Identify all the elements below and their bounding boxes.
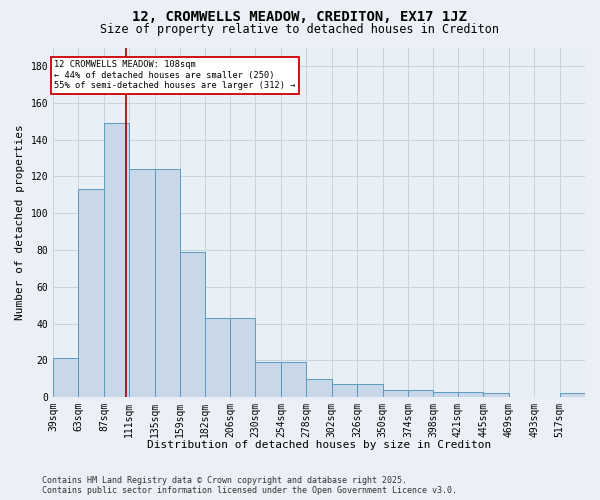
Bar [130, 169, 155, 397]
Bar [332, 384, 357, 397]
Bar [357, 384, 383, 397]
Bar [205, 318, 230, 397]
Text: 12, CROMWELLS MEADOW, CREDITON, EX17 1JZ: 12, CROMWELLS MEADOW, CREDITON, EX17 1JZ [133, 10, 467, 24]
Bar [408, 390, 433, 397]
Bar [458, 392, 483, 397]
Bar [560, 394, 585, 397]
Bar [256, 362, 281, 397]
Bar [307, 378, 332, 397]
Text: 12 CROMWELLS MEADOW: 108sqm
← 44% of detached houses are smaller (250)
55% of se: 12 CROMWELLS MEADOW: 108sqm ← 44% of det… [54, 60, 296, 90]
Text: Size of property relative to detached houses in Crediton: Size of property relative to detached ho… [101, 22, 499, 36]
Bar [483, 394, 509, 397]
X-axis label: Distribution of detached houses by size in Crediton: Distribution of detached houses by size … [147, 440, 491, 450]
Bar [180, 252, 205, 397]
Y-axis label: Number of detached properties: Number of detached properties [15, 124, 25, 320]
Text: Contains HM Land Registry data © Crown copyright and database right 2025.
Contai: Contains HM Land Registry data © Crown c… [42, 476, 457, 495]
Bar [433, 392, 458, 397]
Bar [53, 358, 79, 397]
Bar [281, 362, 307, 397]
Bar [155, 169, 180, 397]
Bar [383, 390, 408, 397]
Bar [230, 318, 256, 397]
Bar [104, 123, 130, 397]
Bar [79, 189, 104, 397]
